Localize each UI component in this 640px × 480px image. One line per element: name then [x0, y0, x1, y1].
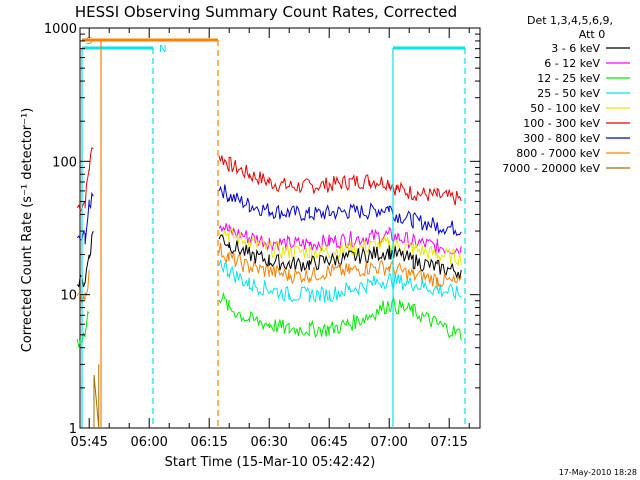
y-tick-label: 1000 [44, 22, 77, 37]
series-line [218, 184, 462, 236]
series-line [76, 270, 90, 305]
series-line [218, 243, 462, 288]
legend-label: 50 - 100 keV [530, 102, 600, 115]
chart-title: HESSI Observing Summary Count Rates, Cor… [75, 3, 457, 21]
series-line [76, 231, 94, 288]
legend-label: 3 - 6 keV [551, 42, 600, 55]
y-axis-label: Corrected Count Rate (s⁻¹ detector⁻¹) [20, 108, 35, 353]
x-tick-label: 07:00 [370, 435, 407, 450]
x-tick-label: 07:15 [430, 435, 467, 450]
legend: Det 1,3,4,5,6,9,Att 03 - 6 keV 6 - 12 keV… [502, 14, 630, 175]
x-tick-label: 06:15 [190, 435, 227, 450]
y-axis: 1 10 100 1000 [44, 22, 480, 437]
series-line [218, 259, 462, 303]
series-layer [76, 147, 462, 429]
x-tick-label: 06:45 [310, 435, 347, 450]
series-line [218, 227, 462, 267]
legend-label: 100 - 300 keV [523, 117, 600, 130]
x-axis-label: Start Time (15-Mar-10 05:42:42) [165, 455, 376, 470]
x-tick-label: 06:30 [250, 435, 287, 450]
series-line [218, 234, 462, 279]
x-tick-label: 06:00 [130, 435, 167, 450]
x-axis: 05:45 06:00 06:15 06:30 06:45 07:00 07:15 [70, 28, 470, 450]
legend-label: 800 - 7000 keV [516, 147, 600, 160]
y-tick-label: 100 [52, 155, 77, 170]
legend-label: 25 - 50 keV [537, 87, 600, 100]
x-tick-label: 05:45 [70, 435, 107, 450]
timestamp: 17-May-2010 18:28 [559, 468, 637, 477]
night-flag-label: N [159, 44, 166, 55]
y-tick-label: 10 [60, 289, 77, 304]
legend-label: 7000 - 20000 keV [502, 162, 600, 175]
legend-header: Att 0 [579, 28, 605, 41]
series-line [218, 291, 462, 341]
legend-label: 300 - 800 keV [523, 132, 600, 145]
series-line [76, 147, 94, 213]
legend-label: 12 - 25 keV [537, 72, 600, 85]
series-line [218, 155, 462, 206]
legend-label: 6 - 12 keV [544, 57, 600, 70]
saa-flag-label: S [86, 36, 92, 47]
plot-frame [79, 27, 481, 429]
series-line [76, 191, 94, 245]
y-tick-label: 1 [69, 422, 77, 437]
legend-header: Det 1,3,4,5,6,9, [527, 14, 613, 27]
series-line [93, 364, 100, 429]
